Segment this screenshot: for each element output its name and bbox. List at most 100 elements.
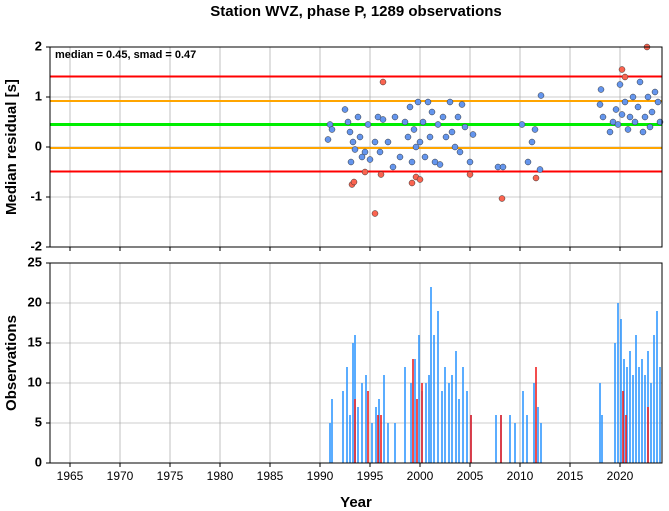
x-tick-label: 2005 — [457, 469, 484, 483]
bar — [375, 407, 377, 463]
x-tick-label: 2000 — [407, 469, 434, 483]
data-point — [634, 103, 642, 111]
bar — [638, 367, 640, 463]
bar — [635, 335, 637, 463]
bar — [404, 367, 406, 463]
bar — [421, 383, 423, 463]
bar — [448, 383, 450, 463]
data-point — [426, 133, 434, 141]
data-point — [341, 106, 349, 113]
data-point — [384, 138, 392, 146]
data-point — [391, 113, 399, 121]
data-point — [358, 153, 366, 161]
bar — [462, 367, 464, 463]
bar — [622, 391, 624, 463]
data-point — [364, 121, 372, 128]
data-point — [354, 113, 362, 121]
data-point — [618, 111, 626, 118]
data-point — [614, 121, 622, 128]
data-point — [421, 153, 429, 161]
data-point — [469, 131, 477, 138]
x-tick-label: 1965 — [57, 469, 84, 483]
data-point — [346, 128, 354, 136]
data-point — [448, 128, 456, 136]
bar — [632, 375, 634, 463]
y-tick-label: 25 — [28, 254, 42, 269]
bar — [410, 383, 412, 463]
data-point — [396, 153, 404, 161]
bar — [620, 319, 622, 463]
data-point — [412, 143, 420, 151]
bar — [394, 423, 396, 463]
data-point — [351, 146, 359, 153]
bar — [540, 423, 542, 463]
data-point — [524, 158, 532, 166]
data-point — [406, 103, 414, 111]
data-point — [404, 133, 412, 141]
bar — [361, 383, 363, 463]
bar — [495, 415, 497, 463]
bar — [377, 415, 379, 463]
y-tick-label: 1 — [35, 88, 42, 103]
data-point — [651, 88, 659, 96]
bar — [378, 399, 380, 463]
data-point — [436, 161, 444, 168]
bar — [357, 407, 359, 463]
bar — [329, 423, 331, 463]
data-point — [629, 93, 637, 101]
bar — [470, 415, 472, 463]
bar — [653, 335, 655, 463]
x-tick-label: 1990 — [307, 469, 334, 483]
bar — [466, 391, 468, 463]
data-point — [349, 138, 357, 146]
data-point — [466, 158, 474, 166]
x-tick-label: 2015 — [557, 469, 584, 483]
data-point — [434, 121, 442, 128]
bar — [354, 399, 356, 463]
bar — [522, 391, 524, 463]
data-point — [371, 210, 379, 217]
bar — [641, 359, 643, 463]
bar — [650, 383, 652, 463]
data-point — [636, 78, 644, 86]
data-point — [419, 118, 427, 126]
bar — [629, 351, 631, 463]
x-tick-label: 1995 — [357, 469, 384, 483]
data-point — [366, 156, 374, 163]
y-axis-label: Observations — [3, 315, 20, 411]
bar — [383, 375, 385, 463]
data-point — [648, 108, 656, 116]
bar — [458, 399, 460, 463]
data-point — [414, 98, 422, 106]
data-point — [499, 163, 507, 171]
data-point — [377, 171, 385, 178]
x-tick-label: 1970 — [107, 469, 134, 483]
bar — [367, 391, 369, 463]
bar — [437, 311, 439, 463]
data-point — [528, 138, 536, 146]
data-point — [379, 116, 387, 123]
y-tick-label: 15 — [28, 334, 42, 349]
bar — [623, 359, 625, 463]
data-point — [416, 138, 424, 146]
bar — [346, 367, 348, 463]
bar — [441, 391, 443, 463]
bar — [500, 415, 502, 463]
bar — [455, 351, 457, 463]
bar — [430, 287, 432, 463]
bar — [342, 391, 344, 463]
data-point — [344, 118, 352, 126]
data-point — [626, 113, 634, 121]
data-point — [641, 113, 649, 121]
bar — [537, 407, 539, 463]
y-tick-label: -1 — [30, 188, 42, 203]
bar — [380, 415, 382, 463]
bar — [601, 415, 603, 463]
bar — [331, 399, 333, 463]
bar — [365, 375, 367, 463]
bar — [514, 423, 516, 463]
bar — [535, 367, 537, 463]
y-tick-label: 0 — [35, 138, 42, 153]
bar — [412, 359, 414, 463]
